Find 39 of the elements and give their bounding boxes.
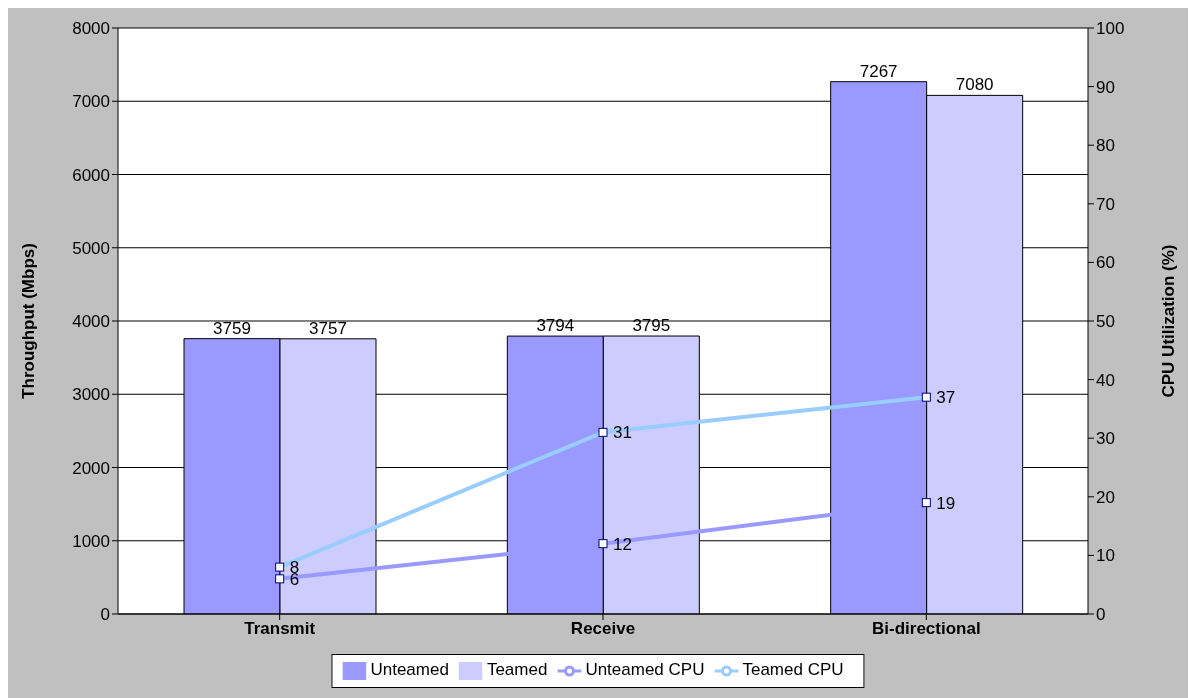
y2-tick-label: 60	[1096, 253, 1115, 273]
x-tick-label: Receive	[570, 619, 636, 639]
y-tick-label: 1000	[72, 531, 110, 551]
y2-tick-label: 0	[1096, 605, 1106, 625]
data-label: 37	[936, 388, 956, 408]
y-axis-title: Throughput (Mbps)	[19, 243, 39, 399]
y-tick-label: 8000	[72, 19, 110, 39]
legend-label: Unteamed CPU	[585, 660, 705, 680]
y-tick-label: 4000	[72, 312, 110, 332]
y2-tick-label: 20	[1096, 487, 1115, 507]
y2-tick-label: 80	[1096, 136, 1115, 156]
y2-tick-label: 50	[1096, 312, 1115, 332]
y2-tick-label: 40	[1096, 370, 1115, 390]
data-label: 3759	[213, 318, 251, 338]
data-label: 7080	[955, 75, 994, 95]
x-tick-label: Bi-directional	[872, 619, 981, 639]
y2-tick-label: 100	[1096, 19, 1125, 39]
legend-label: Teamed CPU	[742, 660, 844, 680]
data-label: 12	[613, 534, 632, 554]
legend-label: Teamed	[486, 660, 548, 680]
y2-tick-label: 30	[1096, 429, 1115, 449]
y-tick-label: 3000	[72, 385, 110, 405]
data-label: 3795	[632, 316, 671, 336]
y-tick-label: 2000	[72, 458, 110, 478]
y2-axis-title: CPU Utilization (%)	[1159, 244, 1179, 398]
data-label: 3794	[536, 316, 575, 336]
data-label: 19	[936, 493, 956, 513]
y-tick-label: 6000	[72, 165, 110, 185]
data-label: 31	[613, 423, 632, 443]
y-tick-label: 5000	[72, 238, 110, 258]
y-tick-label: 7000	[72, 92, 110, 112]
data-label: 7267	[859, 61, 898, 81]
y2-tick-label: 90	[1096, 77, 1115, 97]
y2-tick-label: 70	[1096, 194, 1115, 214]
data-label: 3757	[309, 318, 347, 338]
y2-tick-label: 10	[1096, 546, 1115, 566]
y-tick-label: 0	[100, 605, 110, 625]
x-tick-label: Transmit	[244, 619, 316, 639]
legend-label: Unteamed	[370, 660, 449, 680]
